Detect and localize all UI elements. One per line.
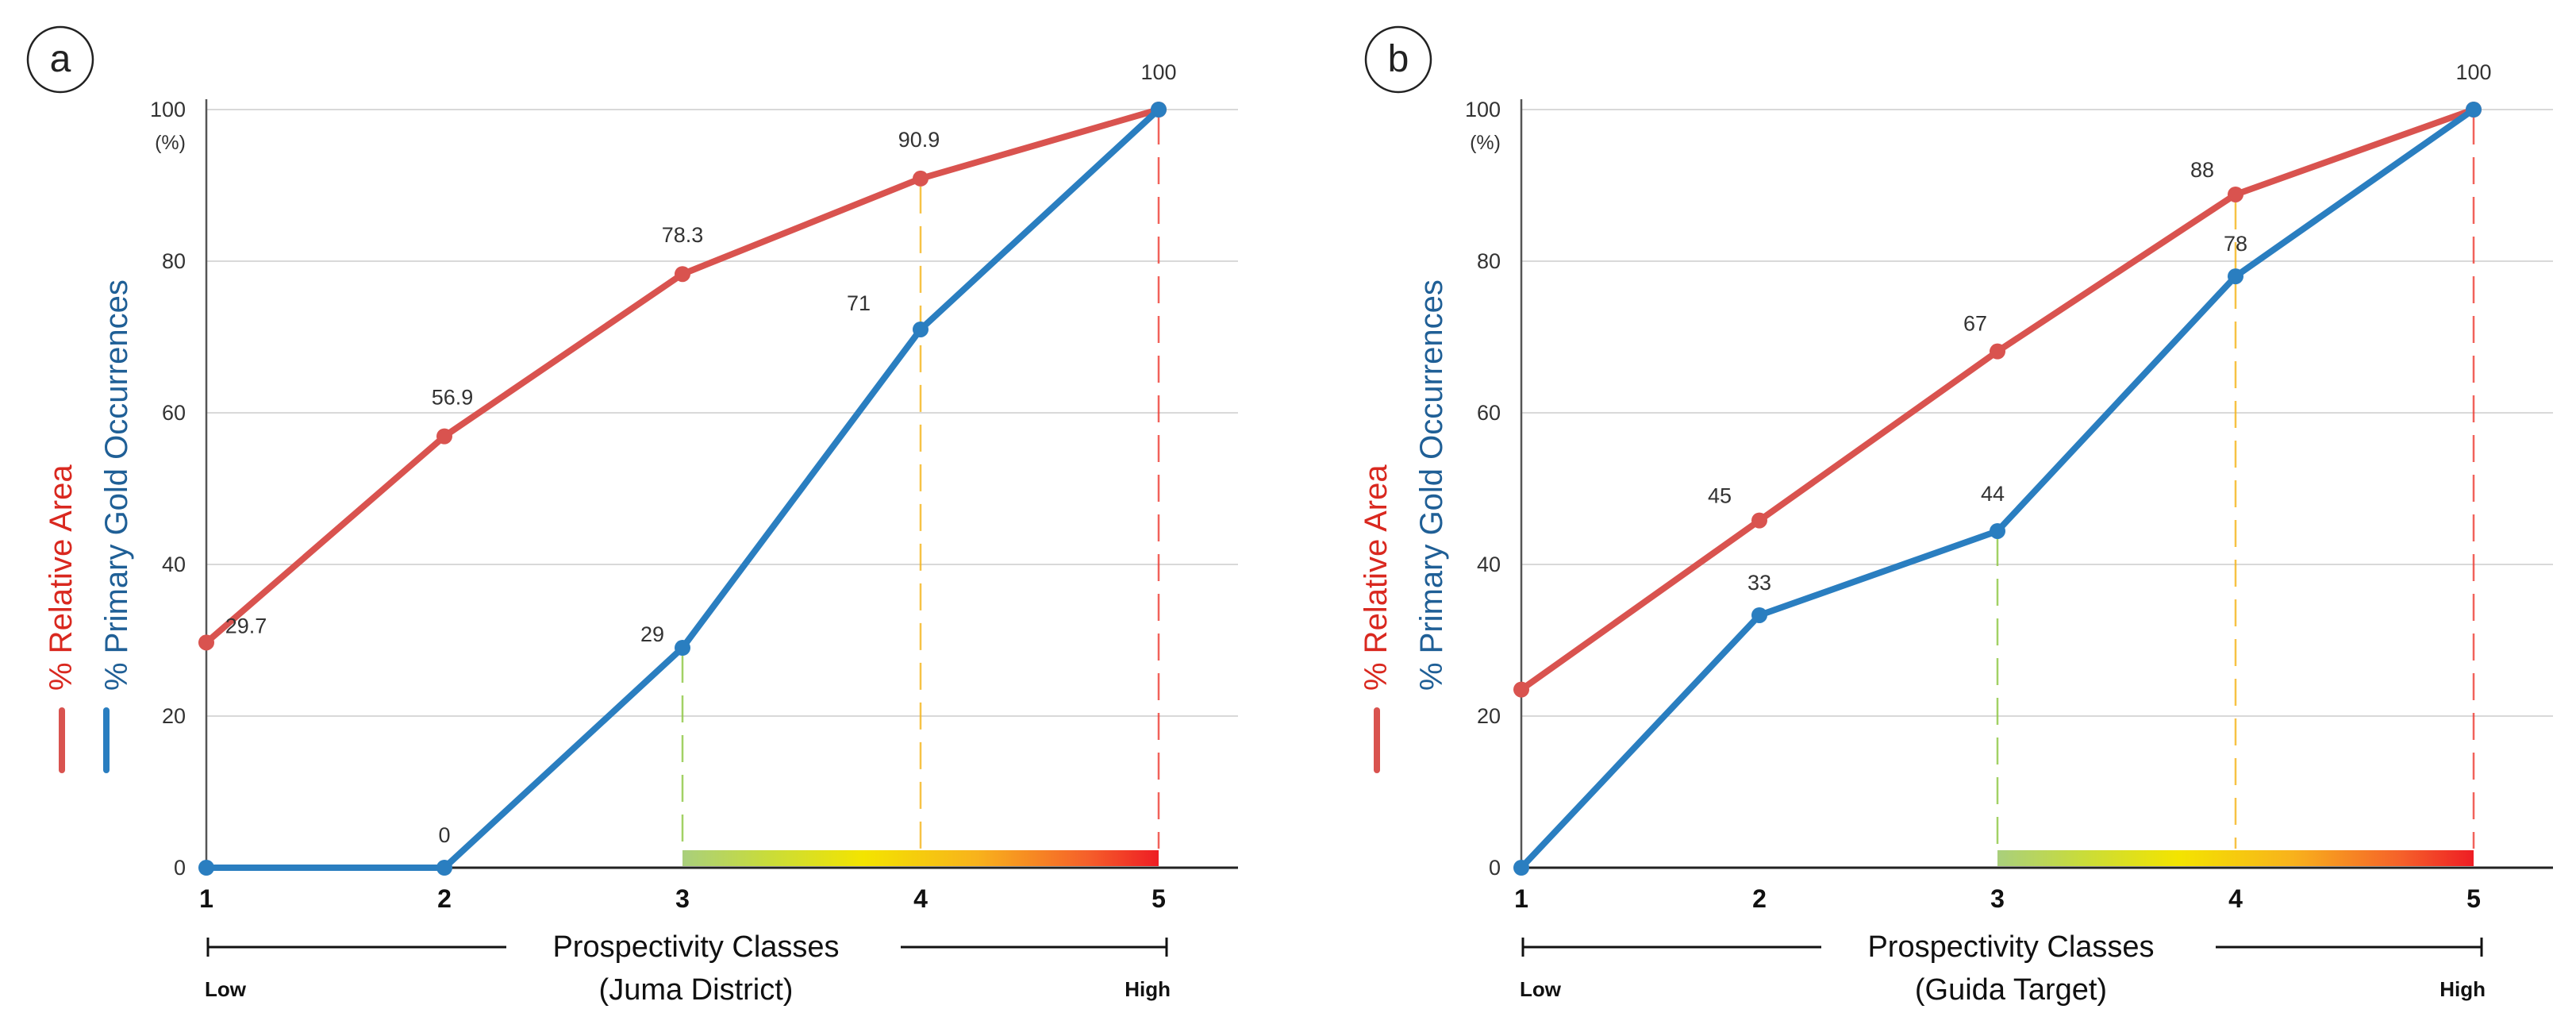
y-axis-title-relative-area: % Relative Area xyxy=(1359,464,1394,691)
data-point-relative-area xyxy=(1990,343,2005,360)
class-gradient-bar xyxy=(1997,850,2474,866)
data-label: 29 xyxy=(640,622,664,646)
y-tick-label: 20 xyxy=(1477,704,1501,728)
data-label: 78.3 xyxy=(662,223,704,247)
data-point-gold-occurrences xyxy=(2228,268,2243,285)
data-label: 29.7 xyxy=(225,614,267,637)
data-point-gold-occurrences xyxy=(436,860,452,876)
data-point-relative-area xyxy=(436,428,452,445)
panel-label-circle xyxy=(26,25,94,94)
data-point-gold-occurrences xyxy=(1751,607,1767,623)
y-tick-label: 100 xyxy=(150,98,186,121)
x-tick-label: 4 xyxy=(2228,884,2243,913)
y-tick-label: 80 xyxy=(1477,249,1501,273)
low-label: Low xyxy=(205,977,247,1001)
class-gradient-bar xyxy=(682,850,1159,866)
data-point-relative-area xyxy=(1513,681,1529,698)
y-axis-title-relative-area: % Relative Area xyxy=(44,464,79,691)
data-point-relative-area xyxy=(198,634,214,651)
data-point-relative-area xyxy=(675,266,690,283)
data-label: 33 xyxy=(1747,571,1771,595)
x-tick-label: 5 xyxy=(1152,884,1166,913)
data-label: 0 xyxy=(438,823,450,847)
data-point-gold-occurrences xyxy=(1990,522,2005,539)
x-tick-label: 1 xyxy=(199,884,213,913)
x-tick-label: 2 xyxy=(437,884,452,913)
y-unit-label: (%) xyxy=(1470,132,1501,154)
panel-label: b xyxy=(1388,38,1409,80)
x-axis-title: Prospectivity Classes xyxy=(1867,930,2154,964)
panel-label: a xyxy=(50,38,71,80)
y-tick-label: 100 xyxy=(1465,98,1501,121)
data-point-gold-occurrences xyxy=(1513,860,1529,876)
data-label: 67 xyxy=(1963,312,1987,336)
y-axis-title-gold-occurrences: % Primary Gold Occurrences xyxy=(99,279,134,691)
high-label: High xyxy=(1125,977,1171,1001)
x-axis-title: Prospectivity Classes xyxy=(552,930,839,964)
data-label: 100 xyxy=(1140,60,1176,84)
y-tick-label: 60 xyxy=(162,401,186,425)
low-label: Low xyxy=(1520,977,1562,1001)
x-tick-label: 3 xyxy=(675,884,690,913)
x-tick-label: 4 xyxy=(913,884,928,913)
data-point-gold-occurrences xyxy=(198,860,214,876)
y-tick-label: 0 xyxy=(1489,856,1501,880)
data-point-gold-occurrences xyxy=(675,640,690,657)
y-tick-label: 60 xyxy=(1477,401,1501,425)
y-tick-label: 40 xyxy=(162,553,186,576)
y-axis-title-gold-occurrences: % Primary Gold Occurrences xyxy=(1414,279,1449,691)
data-point-gold-occurrences xyxy=(1151,102,1167,117)
data-label: 90.9 xyxy=(898,128,940,152)
data-point-relative-area xyxy=(913,170,929,187)
x-axis-subtitle: (Guida Target) xyxy=(1915,973,2107,1007)
data-label: 45 xyxy=(1708,484,1732,508)
chart-panel-a: 0 20 40 60 80 100 (%) 1 2 3 4 5 29.7 56.9 78.3 90.9 100 0… xyxy=(44,60,1238,1007)
data-label: 56.9 xyxy=(432,386,474,410)
data-label: 88 xyxy=(2190,158,2214,182)
y-tick-label: 40 xyxy=(1477,553,1501,576)
high-label: High xyxy=(2440,977,2486,1001)
x-axis-subtitle: (Juma District) xyxy=(599,973,794,1007)
y-unit-label: (%) xyxy=(155,132,186,154)
x-tick-label: 5 xyxy=(2466,884,2481,913)
y-tick-label: 20 xyxy=(162,704,186,728)
data-point-gold-occurrences xyxy=(913,321,929,337)
series-line-relative-area xyxy=(203,106,1162,646)
data-point-relative-area xyxy=(2228,186,2243,202)
y-tick-label: 80 xyxy=(162,249,186,273)
data-point-gold-occurrences xyxy=(2466,102,2482,117)
x-tick-label: 2 xyxy=(1752,884,1767,913)
data-label: 71 xyxy=(847,291,871,315)
x-tick-label: 3 xyxy=(1990,884,2005,913)
data-label: 78 xyxy=(2224,232,2247,256)
data-label: 100 xyxy=(2455,60,2491,84)
panel-label-circle xyxy=(1364,25,1432,94)
data-label: 44 xyxy=(1981,482,2005,506)
y-tick-label: 0 xyxy=(174,856,186,880)
data-point-relative-area xyxy=(1751,512,1767,529)
x-tick-label: 1 xyxy=(1514,884,1528,913)
